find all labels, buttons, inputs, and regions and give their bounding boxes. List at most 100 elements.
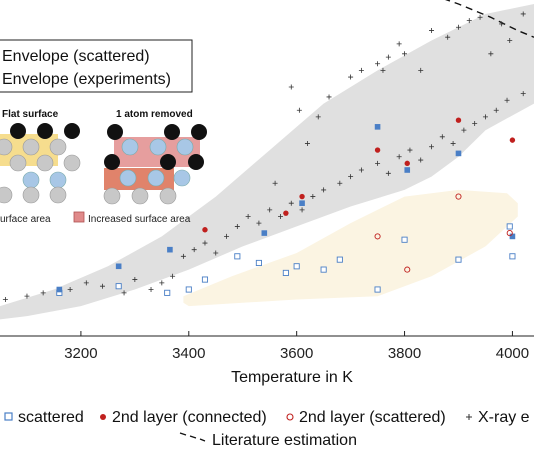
point-x-ray-e [385,170,391,176]
point-2nd-layer-scattered [506,230,513,237]
point-x-ray-e [445,34,451,40]
point-x-ray-e [482,114,488,120]
point-1st-layer-connected [374,124,381,130]
point-2nd-layer-connected [299,193,305,200]
atom-top [188,154,204,170]
legend-label-2nd-connected: 2nd layer (connected) [112,409,267,426]
point-scattered [115,283,122,290]
point-x-ray-e [348,174,354,180]
point-2nd-layer-scattered [374,233,381,240]
point-x-ray-e [272,180,278,186]
literature-layer [445,0,534,38]
point-x-ray-e [288,200,294,206]
inset-removed-lattice [103,124,207,205]
point-scattered [509,253,516,260]
legend-label-xray: X-ray e [478,409,530,426]
legend-envelope-scattered: Envelope (scattered) [2,48,150,65]
atom-grey [0,186,13,204]
atom-grey [159,187,177,205]
point-x-ray-e [466,18,472,24]
point-x-ray-e [407,147,413,153]
point-x-ray-e [472,121,478,127]
atom-grey [22,138,40,156]
point-scattered [506,223,513,230]
atom-grey [22,186,40,204]
inset-illustration: Flat surface 1 atom removed urface area … [0,109,207,225]
atom-blue [49,171,67,189]
inset-title-flat: Flat surface [2,109,59,120]
atom-grey [49,138,67,156]
point-x-ray-e [67,287,73,293]
point-x-ray-e [245,213,251,219]
inset-caption-swatch [73,211,85,223]
point-x-ray-e [429,28,435,34]
envelope-envelope-scattered [183,189,518,307]
point-x-ray-e [455,24,461,30]
point-x-ray-e [499,21,505,27]
point-x-ray-e [450,140,456,146]
point-x-ray-e [520,11,526,17]
point-scattered [401,236,408,243]
point-x-ray-e [396,41,402,47]
inset-caption-surface-area: urface area [0,214,51,225]
atom-top [107,124,123,140]
point-scattered [455,256,462,263]
point-2nd-layer-connected [374,147,381,153]
atom-blue [119,169,137,187]
inset-flat-lattice [0,123,81,204]
point-scattered [336,256,343,263]
point-scattered [320,266,327,273]
point-scattered [234,253,241,260]
x-tick-label-3600: 3600 [280,345,313,362]
envelopes-layer [0,4,534,320]
atom-grey [0,138,13,156]
atom-blue [149,138,167,156]
point-1st-layer-connected [455,150,462,157]
atom-blue [22,171,40,189]
legend-marker-scattered [4,412,13,421]
atom-top [104,154,120,170]
x-tick-label-3200: 3200 [64,345,97,362]
atom-grey [63,154,81,172]
point-x-ray-e [99,283,105,289]
atom-top [64,123,80,139]
point-2nd-layer-connected [455,117,462,123]
point-x-ray-e [148,287,154,293]
point-x-ray-e [310,194,316,200]
point-x-ray-e [358,67,364,73]
point-x-ray-e [385,54,391,60]
atom-blue [173,169,191,187]
point-x-ray-e [326,94,332,100]
atom-top [164,124,180,140]
bottom-legend: scattered 2nd layer (connected) 2nd laye… [4,409,530,449]
atom-blue [147,169,165,187]
point-x-ray-e [159,280,165,286]
point-x-ray-e [288,84,294,90]
point-x-ray-e [321,187,327,193]
point-1st-layer-connected [404,167,411,173]
atom-top [191,124,207,140]
point-x-ray-e [224,233,230,239]
envelope-envelope-experiments [0,4,534,320]
legend-marker-2nd-scattered [286,413,294,421]
point-x-ray-e [202,240,208,246]
point-x-ray-e [358,167,364,173]
point-x-ray-e [234,223,240,229]
point-x-ray-e [24,293,30,299]
point-x-ray-e [191,247,197,253]
point-x-ray-e [304,140,310,146]
atom-grey [49,186,67,204]
point-x-ray-e [375,61,381,67]
point-x-ray-e [461,127,467,133]
point-x-ray-e [296,107,302,113]
point-x-ray-e [170,273,176,279]
point-scattered [185,286,192,293]
atom-blue [176,138,194,156]
atom-grey [131,187,149,205]
point-x-ray-e [277,213,283,219]
atom-blue [121,138,139,156]
point-x-ray-e [477,14,483,20]
point-x-ray-e [380,67,386,73]
point-2nd-layer-connected [202,227,208,233]
